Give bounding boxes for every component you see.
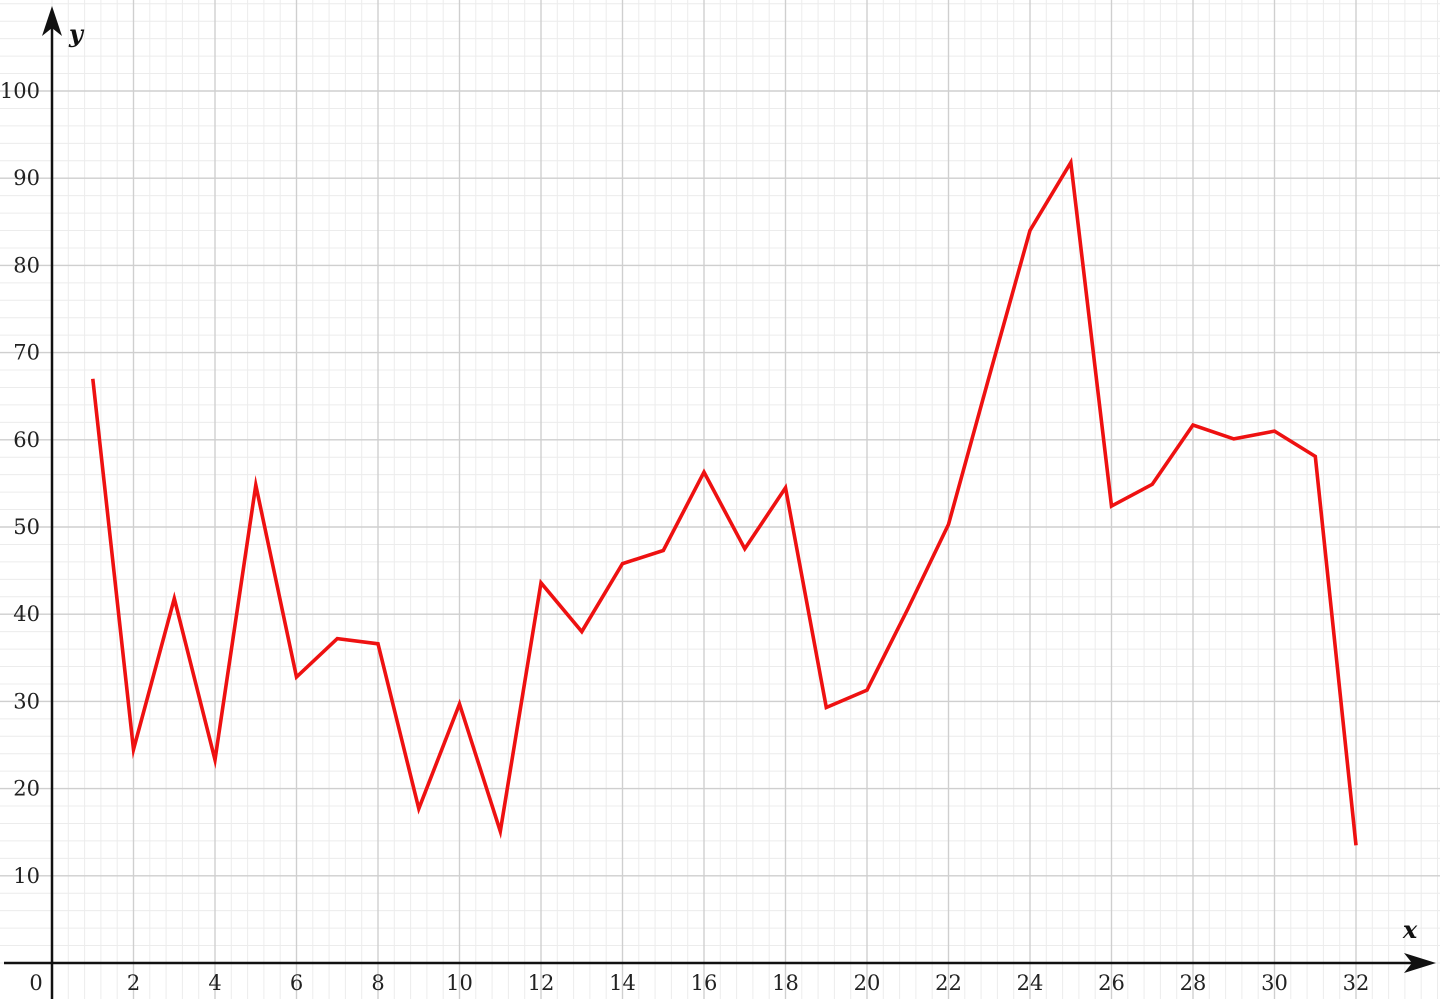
x-tick-label: 2: [127, 971, 140, 995]
x-tick-label: 20: [854, 971, 881, 995]
series-layer: [91, 157, 1358, 846]
y-tick-label: 60: [13, 428, 40, 452]
y-tick-label: 100: [0, 79, 40, 103]
x-tick-label: 12: [528, 971, 555, 995]
x-tick-label: 26: [1098, 971, 1125, 995]
y-tick-label: 10: [13, 864, 40, 888]
x-tick-label: 22: [935, 971, 962, 995]
x-tick-label: 16: [691, 971, 718, 995]
y-tick-label: 40: [13, 602, 40, 626]
x-tick-label: 8: [371, 971, 384, 995]
x-tick-label: 28: [1180, 971, 1207, 995]
x-axis-arrow: [1404, 953, 1436, 973]
x-axis-label: x: [1402, 915, 1418, 944]
y-tick-label: 30: [13, 689, 40, 713]
y-axis-arrow: [42, 6, 62, 36]
x-tick-label: 18: [772, 971, 799, 995]
y-tick-labels: 10 20 30 40 50 60 70 80 90 100: [0, 79, 40, 888]
origin-label: 0: [29, 971, 42, 995]
x-tick-label: 30: [1261, 971, 1288, 995]
x-tick-label: 4: [208, 971, 221, 995]
y-tick-label: 70: [13, 341, 40, 365]
y-axis-label: y: [68, 19, 85, 48]
y-tick-label: 50: [13, 515, 40, 539]
y-tick-label: 80: [13, 253, 40, 277]
y-tick-label: 90: [13, 166, 40, 190]
x-tick-label: 32: [1343, 971, 1370, 995]
x-tick-label: 6: [290, 971, 303, 995]
y-tick-label: 20: [13, 777, 40, 801]
x-tick-labels: 2 4 6 8 10 12 14 16 18 20 22 24 26 28 30 32: [127, 971, 1370, 995]
x-tick-label: 24: [1017, 971, 1044, 995]
series-line-0: [91, 157, 1358, 846]
axes: [4, 6, 1436, 999]
x-tick-label: 14: [609, 971, 636, 995]
x-tick-label: 10: [446, 971, 473, 995]
